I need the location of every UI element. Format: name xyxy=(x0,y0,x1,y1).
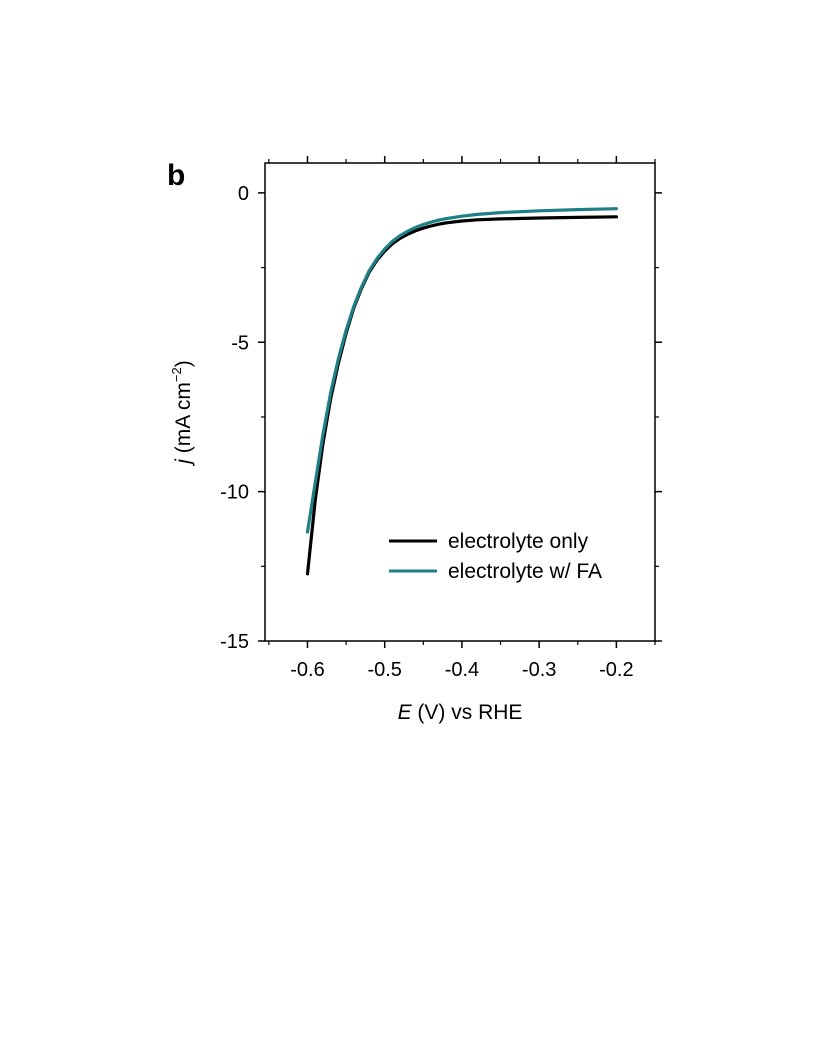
y-axis-label-close: ) xyxy=(172,360,195,367)
x-tick-label: -0.2 xyxy=(599,659,633,681)
series-line-electrolyte-fa xyxy=(305,207,618,534)
y-tick-label: -15 xyxy=(220,631,249,653)
legend-label-electrolyte-only: electrolyte only xyxy=(448,530,589,553)
series-line-electrolyte-only xyxy=(305,215,618,576)
legend-label-electrolyte-fa: electrolyte w/ FA xyxy=(448,560,602,583)
y-axis-label-symbol: j xyxy=(172,458,195,467)
x-tick-label: -0.5 xyxy=(367,659,401,681)
series-group xyxy=(305,207,618,576)
y-axis-label-unit: (mA cm xyxy=(172,382,195,459)
x-axis-label-symbol: E xyxy=(398,701,413,724)
y-tick-label: -10 xyxy=(220,482,249,504)
y-tick-label: 0 xyxy=(238,183,249,205)
x-tick-label: -0.6 xyxy=(290,659,324,681)
y-tick-label: -5 xyxy=(231,332,249,354)
plot-frame xyxy=(264,162,656,642)
legend: electrolyte only electrolyte w/ FA xyxy=(389,530,602,583)
y-axis-label-exponent: −2 xyxy=(169,367,184,382)
x-tick-label: -0.3 xyxy=(522,659,556,681)
y-axis-label: j (mA cm−2) xyxy=(169,360,195,467)
x-axis-label: E (V) vs RHE xyxy=(398,701,523,724)
x-axis-label-unit: (V) vs RHE xyxy=(412,701,523,724)
panel-letter: b xyxy=(167,159,185,192)
axes: -0.6 -0.5 -0.4 -0.3 -0.2 0 -5 -10 -15 xyxy=(220,156,662,681)
x-tick-label: -0.4 xyxy=(445,659,479,681)
